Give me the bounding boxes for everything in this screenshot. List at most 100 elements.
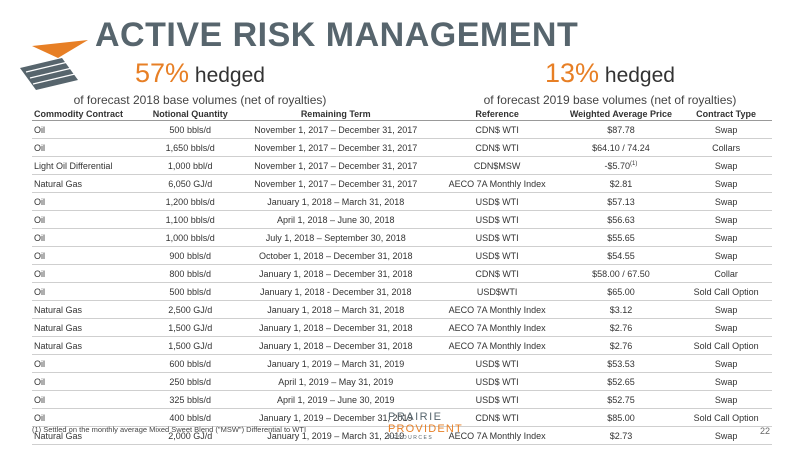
cell-term: January 1, 2019 – March 31, 2019 xyxy=(239,354,433,373)
cell-reference: USD$ WTI xyxy=(432,210,562,229)
cell-type: Collar xyxy=(680,264,772,283)
cell-type: Swap xyxy=(680,174,772,193)
cell-reference: USD$ WTI xyxy=(432,372,562,391)
cell-term: January 1, 2018 – December 31, 2018 xyxy=(239,264,433,283)
cell-price: $2.73 xyxy=(561,426,681,445)
cell-commodity: Oil xyxy=(32,408,142,427)
cell-reference: AECO 7A Monthly Index xyxy=(432,174,562,193)
cell-quantity: 1,500 GJ/d xyxy=(141,336,240,355)
table-row: Oil 250 bbls/d April 1, 2019 – May 31, 201… xyxy=(32,372,772,391)
cell-reference: CDN$MSW xyxy=(432,156,562,175)
cell-commodity: Natural Gas xyxy=(32,174,142,193)
cell-price: $52.65 xyxy=(561,372,681,391)
cell-quantity: 500 bbls/d xyxy=(141,120,240,139)
cell-quantity: 1,000 bbls/d xyxy=(141,228,240,247)
cell-commodity: Natural Gas xyxy=(32,336,142,355)
cell-term: April 1, 2018 – June 30, 2018 xyxy=(239,210,433,229)
cell-price: $55.65 xyxy=(561,228,681,247)
risk-management-table: Commodity Contract Notional Quantity Rem… xyxy=(32,108,772,445)
cell-type: Swap xyxy=(680,246,772,265)
cell-type: Swap xyxy=(680,156,772,175)
cell-commodity: Oil xyxy=(32,228,142,247)
cell-commodity: Oil xyxy=(32,390,142,409)
cell-price: $52.75 xyxy=(561,390,681,409)
cell-type: Swap xyxy=(680,300,772,319)
cell-commodity: Oil xyxy=(32,120,142,139)
hedge-2018-percent: 57% xyxy=(135,58,190,88)
cell-quantity: 6,050 GJ/d xyxy=(141,174,240,193)
cell-commodity: Oil xyxy=(32,372,142,391)
header-reference: Reference xyxy=(432,108,562,121)
cell-price: -$5.70(1) xyxy=(561,156,681,175)
hedge-2018-summary: 57% hedged of forecast 2018 base volumes… xyxy=(40,58,360,108)
cell-term: January 1, 2018 – March 31, 2018 xyxy=(239,192,433,211)
cell-price: $2.76 xyxy=(561,336,681,355)
table-row: Oil 325 bbls/d April 1, 2019 – June 30, 20… xyxy=(32,390,772,409)
cell-term: January 1, 2018 – December 31, 2018 xyxy=(239,318,433,337)
cell-reference: USD$ WTI xyxy=(432,354,562,373)
cell-quantity: 1,500 GJ/d xyxy=(141,318,240,337)
cell-term: January 1, 2018 – March 31, 2018 xyxy=(239,300,433,319)
table-row: Oil 1,100 bbls/d April 1, 2018 – June 30, … xyxy=(32,210,772,229)
cell-quantity: 400 bbls/d xyxy=(141,408,240,427)
cell-term: July 1, 2018 – September 30, 2018 xyxy=(239,228,433,247)
cell-price: $54.55 xyxy=(561,246,681,265)
cell-price: $2.76 xyxy=(561,318,681,337)
cell-commodity: Natural Gas xyxy=(32,300,142,319)
table-row: Natural Gas 1,500 GJ/d January 1, 2018 – D… xyxy=(32,318,772,337)
cell-quantity: 1,000 bbl/d xyxy=(141,156,240,175)
cell-quantity: 900 bbls/d xyxy=(141,246,240,265)
cell-commodity: Oil xyxy=(32,138,142,157)
cell-price: $85.00 xyxy=(561,408,681,427)
cell-term: April 1, 2019 – May 31, 2019 xyxy=(239,372,433,391)
brand-logo: PRAIRIE PROVIDENT RESOURCES xyxy=(388,412,463,441)
cell-type: Swap xyxy=(680,354,772,373)
cell-quantity: 600 bbls/d xyxy=(141,354,240,373)
cell-type: Swap xyxy=(680,318,772,337)
cell-quantity: 500 bbls/d xyxy=(141,282,240,301)
cell-type: Swap xyxy=(680,372,772,391)
cell-term: April 1, 2019 – June 30, 2019 xyxy=(239,390,433,409)
cell-term: January 1, 2018 - December 31, 2018 xyxy=(239,282,433,301)
cell-quantity: 1,100 bbls/d xyxy=(141,210,240,229)
header-remaining-term: Remaining Term xyxy=(239,108,433,121)
cell-quantity: 250 bbls/d xyxy=(141,372,240,391)
table-row: Oil 800 bbls/d January 1, 2018 – December … xyxy=(32,264,772,283)
cell-reference: CDN$ WTI xyxy=(432,264,562,283)
cell-reference: USD$ WTI xyxy=(432,246,562,265)
cell-term: November 1, 2017 – December 31, 2017 xyxy=(239,120,433,139)
cell-reference: CDN$ WTI xyxy=(432,138,562,157)
cell-term: January 1, 2019 – December 31, 2019 xyxy=(239,408,433,427)
cell-type: Sold Call Option xyxy=(680,408,772,427)
table-row: Oil 1,650 bbls/d November 1, 2017 – Decemb… xyxy=(32,138,772,157)
cell-commodity: Oil xyxy=(32,210,142,229)
cell-reference: USD$ WTI xyxy=(432,390,562,409)
cell-type: Swap xyxy=(680,120,772,139)
cell-reference: AECO 7A Monthly Index xyxy=(432,300,562,319)
cell-price: $87.78 xyxy=(561,120,681,139)
cell-type: Collars xyxy=(680,138,772,157)
cell-type: Swap xyxy=(680,192,772,211)
hedge-2019-word: hedged xyxy=(599,64,675,87)
cell-type: Swap xyxy=(680,228,772,247)
cell-reference: AECO 7A Monthly Index xyxy=(432,426,562,445)
cell-quantity: 2,000 GJ/d xyxy=(141,426,240,445)
cell-price: $2.81 xyxy=(561,174,681,193)
cell-quantity: 325 bbls/d xyxy=(141,390,240,409)
table-row: Oil 900 bbls/d October 1, 2018 – December … xyxy=(32,246,772,265)
cell-term: November 1, 2017 – December 31, 2017 xyxy=(239,138,433,157)
cell-term: November 1, 2017 – December 31, 2017 xyxy=(239,156,433,175)
cell-price: $65.00 xyxy=(561,282,681,301)
cell-term: October 1, 2018 – December 31, 2018 xyxy=(239,246,433,265)
cell-price: $64.10 / 74.24 xyxy=(561,138,681,157)
hedge-2019-summary: 13% hedged of forecast 2019 base volumes… xyxy=(455,60,765,108)
table-row: Light Oil Differential 1,000 bbl/d Novembe… xyxy=(32,156,772,175)
cell-price: $53.53 xyxy=(561,354,681,373)
cell-price: $58.00 / 67.50 xyxy=(561,264,681,283)
hedge-2018-subtitle: of forecast 2018 base volumes (net of ro… xyxy=(73,93,327,107)
cell-commodity: Light Oil Differential xyxy=(32,156,142,175)
hedge-2019-subtitle: of forecast 2019 base volumes (net of ro… xyxy=(483,93,737,107)
table-row: Oil 400 bbls/d January 1, 2019 – December … xyxy=(32,408,772,427)
cell-quantity: 800 bbls/d xyxy=(141,264,240,283)
cell-type: Swap xyxy=(680,426,772,445)
